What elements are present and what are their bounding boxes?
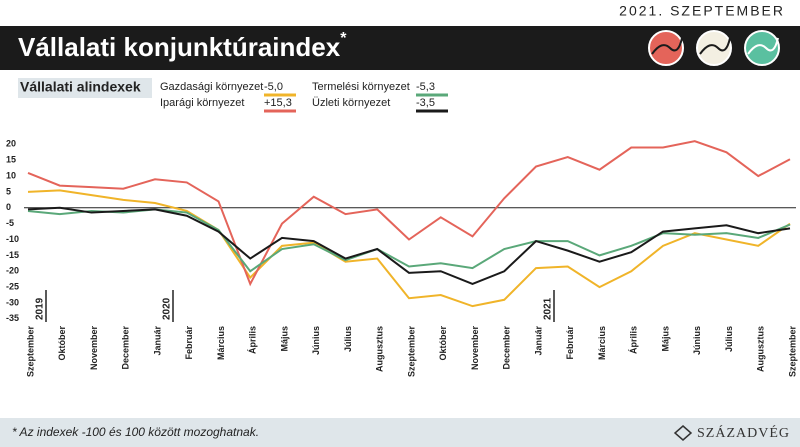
y-tick-label: 15 — [6, 155, 16, 165]
y-tick-label: -10 — [6, 234, 19, 244]
x-tick-label: Július — [724, 326, 734, 352]
y-tick-label: -25 — [6, 281, 19, 291]
x-tick-label: December — [502, 326, 512, 370]
y-tick-label: 5 — [6, 186, 11, 196]
x-tick-label: Április — [248, 326, 258, 354]
x-tick-label: Június — [692, 326, 702, 355]
x-tick-label: Június — [311, 326, 321, 355]
y-tick-label: -35 — [6, 313, 19, 323]
series-line — [27, 140, 791, 287]
year-label: 2019 — [35, 297, 46, 320]
title-mark: * — [340, 30, 347, 47]
y-tick-label: -15 — [6, 250, 19, 260]
series-line — [27, 206, 791, 286]
icons — [648, 30, 780, 66]
legend-label: Iparági környezet — [160, 97, 244, 109]
x-tick-label: Március — [216, 326, 226, 360]
year-label: 2020 — [162, 297, 173, 320]
x-tick-label: Február — [565, 326, 575, 360]
y-tick-label: -5 — [6, 218, 14, 228]
y-tick-label: 20 — [6, 139, 16, 149]
x-tick-label: Február — [184, 326, 194, 360]
x-tick-label: Augusztus — [375, 326, 385, 372]
x-tick-label: Július — [343, 326, 353, 352]
x-tick-label: Január — [152, 326, 162, 356]
subtitle-box — [18, 78, 152, 98]
y-tick-label: -30 — [6, 297, 19, 307]
x-tick-label: Május — [660, 326, 670, 352]
date-label: 2021. SZEPTEMBER — [619, 3, 785, 19]
x-tick-label: Augusztus — [756, 326, 766, 372]
y-tick-label: 10 — [6, 170, 16, 180]
subtitle: Vállalati alindexek — [20, 79, 141, 95]
legend-value: -5,3 — [416, 81, 435, 93]
title-text: Vállalati konjunktúraindex — [18, 32, 341, 62]
legend-label: Termelési környezet — [312, 81, 410, 93]
series-line — [27, 189, 791, 308]
legend-value: -5,0 — [264, 81, 283, 93]
x-tick-label: Október — [438, 326, 448, 361]
x-tick-label: Szeptember — [25, 326, 35, 378]
legend-value: -3,5 — [416, 97, 435, 109]
brand-icon — [673, 425, 693, 441]
brand: SZÁZADVÉG — [697, 424, 790, 441]
x-tick-label: Január — [533, 326, 543, 356]
y-tick-label: -20 — [6, 266, 19, 276]
footer — [0, 418, 800, 447]
x-tick-label: November — [470, 326, 480, 371]
year-label: 2021 — [543, 297, 554, 320]
x-tick-label: Április — [629, 326, 639, 354]
x-tick-label: Május — [279, 326, 289, 352]
x-tick-label: Október — [57, 326, 67, 361]
x-tick-label: Szeptember — [787, 326, 797, 378]
chart-title: Vállalati konjunktúraindex* — [18, 30, 347, 62]
x-tick-label: December — [121, 326, 131, 370]
legend-value: +15,3 — [264, 97, 292, 109]
x-tick-label: Szeptember — [406, 326, 416, 378]
x-tick-label: November — [89, 326, 99, 371]
legend-label: Gazdasági környezet — [160, 81, 263, 93]
legend-label: Üzleti környezet — [312, 97, 390, 109]
x-tick-label: Március — [597, 326, 607, 360]
footnote: * Az indexek -100 és 100 között mozoghat… — [12, 425, 259, 439]
y-tick-label: 0 — [6, 202, 11, 212]
